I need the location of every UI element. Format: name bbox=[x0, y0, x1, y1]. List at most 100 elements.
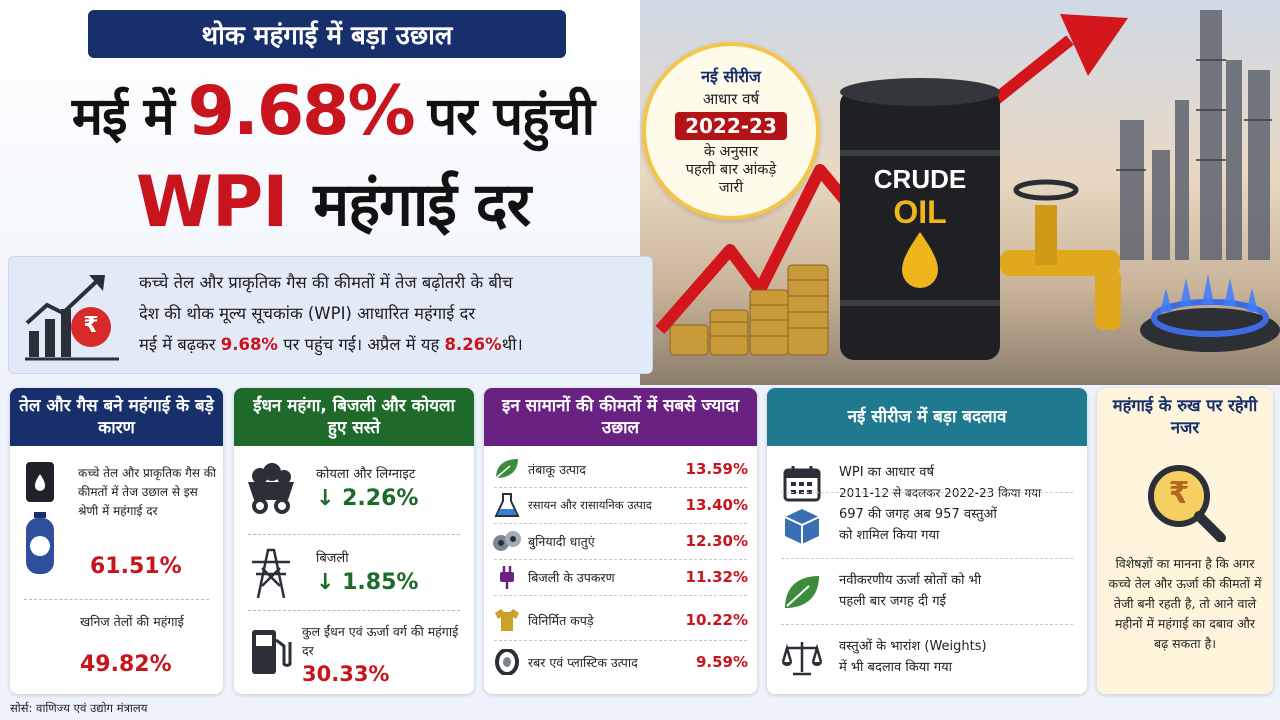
panel3-divider bbox=[494, 640, 747, 641]
panel4-row-line2: को शामिल किया गया bbox=[839, 528, 940, 543]
barrel-label: CRUDE OIL bbox=[840, 164, 1000, 230]
badge-year: 2022-23 bbox=[675, 112, 787, 140]
barrel-label-line2: OIL bbox=[893, 194, 947, 230]
panel3-row-value: 12.30% bbox=[685, 532, 748, 550]
panel3-divider bbox=[494, 523, 747, 524]
panel3-divider bbox=[494, 487, 747, 488]
panel3-title: इन सामानों की कीमतों में सबसे ज्यादा उछा… bbox=[484, 388, 757, 446]
panel4-row-line2: में भी बदलाव किया गया bbox=[839, 660, 953, 675]
panel1-row2-text: खनिज तेलों की महंगाई bbox=[80, 614, 184, 629]
panel-top-price-rise: इन सामानों की कीमतों में सबसे ज्यादा उछा… bbox=[484, 388, 757, 694]
badge-line2: आधार वर्ष bbox=[702, 90, 760, 108]
box-icon bbox=[781, 506, 823, 546]
badge-line5: पहली बार आंकड़े bbox=[685, 162, 777, 178]
headline-rest: महंगाई दर bbox=[313, 170, 531, 240]
panel4-row: नवीकरणीय ऊर्जा स्रोतों को भी पहली बार जग… bbox=[781, 566, 1077, 622]
panel4-row-line2: पहली बार जगह दी गई bbox=[839, 594, 946, 609]
headline-suffix: पर पहुंची bbox=[427, 87, 596, 147]
power-tower-icon bbox=[244, 544, 298, 600]
panel2-divider bbox=[248, 534, 460, 535]
panel3-row-label: तंबाकू उत्पाद bbox=[528, 461, 586, 477]
intro-line1: कच्चे तेल और प्राकृतिक गैस की कीमतों में… bbox=[139, 273, 513, 292]
panel4-row-text: 697 की जगह अब 957 वस्तुओं को शामिल किया … bbox=[839, 504, 1079, 546]
tshirt-icon bbox=[492, 607, 522, 633]
intro-box: ₹ कच्चे तेल और प्राकृतिक गैस की कीमतों म… bbox=[8, 256, 653, 374]
panel4-row-line1: वस्तुओं के भारांश (Weights) bbox=[839, 639, 987, 654]
panel4-row-text: नवीकरणीय ऊर्जा स्रोतों को भी पहली बार जग… bbox=[839, 570, 1079, 612]
panel2-total-value: 30.33% bbox=[302, 662, 390, 686]
panel1-row1: कच्चे तेल और प्राकृतिक गैस की कीमतों में… bbox=[20, 460, 217, 590]
panel3-row: रबर एवं प्लास्टिक उत्पाद 9.59% bbox=[492, 647, 748, 677]
panel4-divider bbox=[781, 624, 1073, 625]
panel4-divider bbox=[781, 558, 1073, 559]
barrel-label-line1: CRUDE bbox=[873, 164, 967, 194]
intro-line3-mid: पर पहुंच गई। अप्रैल में यह bbox=[283, 335, 440, 354]
panel1-row2-value: 49.82% bbox=[80, 652, 172, 677]
panel2-item-electricity-label: बिजली bbox=[316, 551, 349, 566]
coal-cart-icon bbox=[244, 460, 298, 516]
panel4-row-text: वस्तुओं के भारांश (Weights) में भी बदलाव… bbox=[839, 636, 1079, 678]
panel5-text: विशेषज्ञों का मानना है कि अगर कच्चे तेल … bbox=[1108, 556, 1262, 651]
panel4-row: वस्तुओं के भारांश (Weights) में भी बदलाव… bbox=[781, 632, 1077, 688]
metal-rolls-icon bbox=[492, 528, 522, 554]
panel4-row-text: WPI का आधार वर्ष 2011-12 से बदलकर 2022-2… bbox=[839, 462, 1079, 504]
panel1-row1-text: कच्चे तेल और प्राकृतिक गैस की कीमतों में… bbox=[78, 466, 217, 518]
panel2-item-coal-value: ↓ 2.26% bbox=[316, 486, 419, 511]
panel2-item-coal: कोयला और लिग्नाइट ↓ 2.26% bbox=[244, 460, 466, 526]
panel4-divider bbox=[781, 492, 1073, 493]
headline-line2: WPI महंगाई दर bbox=[18, 160, 648, 244]
headline-percent: 9.68% bbox=[187, 72, 416, 151]
panel-fuel-electricity-coal: ईंधन महंगा, बिजली और कोयला हुए सस्ते कोय… bbox=[234, 388, 474, 694]
barrel-and-cylinder-icon bbox=[20, 460, 64, 585]
intro-line3: मई में बढ़कर 9.68% पर पहुंच गई। अप्रैल म… bbox=[139, 329, 644, 360]
panel2-total-label: कुल ईंधन एवं ऊर्जा वर्ग की महंगाई दर bbox=[302, 624, 459, 658]
panel1-divider bbox=[24, 599, 209, 600]
intro-text: कच्चे तेल और प्राकृतिक गैस की कीमतों में… bbox=[139, 267, 644, 360]
headline-line1: मई में 9.68% पर पहुंची bbox=[18, 72, 648, 152]
panel-inflation-watch: महंगाई के रुख पर रहेगी नजर ₹ विशेषज्ञों … bbox=[1097, 388, 1273, 694]
panel3-row-label: रबर एवं प्लास्टिक उत्पाद bbox=[528, 654, 638, 670]
new-series-badge: नई सीरीज आधार वर्ष 2022-23 के अनुसार पहल… bbox=[642, 42, 820, 220]
panel3-row-value: 11.32% bbox=[685, 568, 748, 586]
panel3-row-value: 13.40% bbox=[685, 496, 748, 514]
panel4-row-line1: WPI का आधार वर्ष bbox=[839, 465, 934, 480]
panel4-row: WPI का आधार वर्ष 2011-12 से बदलकर 2022-2… bbox=[781, 458, 1077, 514]
plug-icon bbox=[492, 564, 522, 590]
panel-oil-gas-causes: तेल और गैस बने महंगाई के बड़े कारण कच्चे… bbox=[10, 388, 223, 694]
badge-line4: के अनुसार bbox=[703, 144, 759, 160]
intro-may-value: 9.68% bbox=[220, 335, 278, 354]
rupee-symbol: ₹ bbox=[1168, 476, 1190, 511]
badge-line6: जारी bbox=[718, 180, 744, 196]
panel4-title: नई सीरीज में बड़ा बदलाव bbox=[767, 388, 1087, 446]
panel2-item-electricity-value: ↓ 1.85% bbox=[316, 570, 419, 595]
panel3-row: बिजली के उपकरण 11.32% bbox=[492, 562, 748, 592]
panel5-title: महंगाई के रुख पर रहेगी नजर bbox=[1112, 396, 1258, 437]
source-note: सोर्स: वाणिज्य एवं उद्योग मंत्रालय bbox=[10, 701, 148, 715]
panel3-row: रसायन और रासायनिक उत्पाद 13.40% bbox=[492, 490, 748, 520]
panel4-row-line2: 2011-12 से बदलकर 2022-23 किया गया bbox=[839, 486, 1042, 500]
panel4-row: 697 की जगह अब 957 वस्तुओं को शामिल किया … bbox=[781, 500, 1077, 556]
calendar-icon bbox=[781, 464, 823, 504]
rupee-magnifier-icon: ₹ bbox=[1143, 462, 1229, 543]
panel2-item-electricity: बिजली ↓ 1.85% bbox=[244, 544, 466, 610]
panel3-divider bbox=[494, 595, 747, 596]
panel2-divider bbox=[248, 610, 460, 611]
panel4-row-line1: 697 की जगह अब 957 वस्तुओं bbox=[839, 507, 997, 522]
panel2-title: ईंधन महंगा, बिजली और कोयला हुए सस्ते bbox=[234, 388, 474, 446]
panel3-row-value: 13.59% bbox=[685, 460, 748, 478]
panel3-divider bbox=[494, 559, 747, 560]
panel3-row-label: विनिर्मित कपड़े bbox=[528, 612, 594, 628]
fuel-pump-icon bbox=[248, 624, 292, 678]
panel-new-series-changes: नई सीरीज में बड़ा बदलाव WPI का आधार वर्ष… bbox=[767, 388, 1087, 694]
badge-line1: नई सीरीज bbox=[701, 67, 761, 86]
rupee-symbol: ₹ bbox=[83, 313, 99, 338]
renewable-leaf-icon bbox=[781, 572, 823, 612]
balance-scale-icon bbox=[781, 638, 823, 678]
panel3-row-label: बुनियादी धातुएं bbox=[528, 533, 595, 549]
rising-chart-rupee-icon: ₹ bbox=[23, 271, 121, 363]
panel3-row-label: बिजली के उपकरण bbox=[528, 569, 615, 585]
intro-line3-pre: मई में बढ़कर bbox=[139, 335, 216, 354]
leaf-icon bbox=[492, 456, 522, 482]
panel3-row-value: 9.59% bbox=[695, 653, 748, 671]
intro-line3-post: थी। bbox=[501, 335, 523, 354]
